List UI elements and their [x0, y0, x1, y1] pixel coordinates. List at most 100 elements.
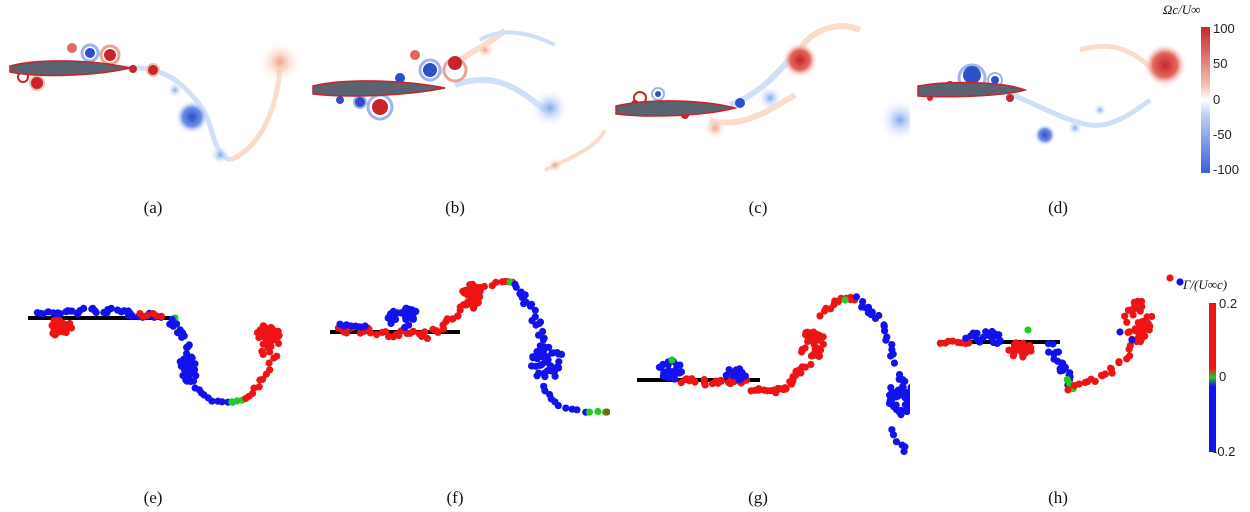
vortex-particle [741, 372, 749, 380]
circulation-colorbar [1209, 303, 1216, 452]
vortex-particle [1145, 326, 1153, 334]
vortex-particle [888, 388, 896, 396]
vortex-particle [399, 308, 407, 317]
caption-d: (d) [1048, 198, 1068, 217]
vortex-particle [402, 315, 410, 323]
vortex-particle [875, 311, 883, 320]
vortex-particle [259, 375, 267, 383]
vortex-particle [798, 348, 806, 356]
vortex-particle [781, 384, 789, 392]
vortex-particle [808, 336, 816, 344]
vortex-particle [1024, 347, 1032, 355]
vortex-particle [1166, 274, 1174, 282]
vorticity-tick-0: 0 [1213, 92, 1221, 107]
vortex-particle [881, 327, 889, 335]
vorticity-colorbar-title: Ωc/U∞ [1163, 2, 1201, 17]
vortex-particle [668, 356, 676, 364]
vortex-particle [1075, 380, 1083, 388]
vortex-particle [962, 334, 970, 342]
vortex-particle [535, 331, 543, 339]
vortex-particle [809, 350, 818, 358]
vortex-particle [554, 402, 562, 410]
vortex-particle [342, 329, 351, 337]
vortex-particle [412, 307, 420, 315]
vorticity-field-d [917, 43, 1187, 146]
vortex-particle [180, 355, 188, 363]
vortex-particle [266, 366, 274, 374]
vortex-particle [859, 298, 867, 306]
vortex-particle [529, 353, 537, 361]
vortex-particle [492, 278, 500, 286]
vortex-particle [573, 406, 581, 414]
vortex-particle [395, 332, 403, 340]
vortex-particle [143, 312, 151, 320]
vortex-particle [1101, 370, 1109, 378]
panel-e-particles [0, 270, 305, 470]
vortex-particle [889, 431, 898, 439]
vortex-particle [717, 377, 726, 385]
vortex-particle [1124, 306, 1132, 314]
vortex-particle [208, 397, 216, 405]
vortex-particle [1123, 318, 1131, 326]
vortex-particle [537, 343, 545, 351]
vorticity-field-b [312, 27, 607, 173]
vortex-particle [423, 334, 431, 342]
vortex-particle [191, 360, 199, 368]
vortex-particle [526, 302, 535, 310]
vorticity-tick-100: 100 [1213, 21, 1235, 36]
vortex-particle [534, 352, 543, 360]
panel-d-vorticity [910, 10, 1200, 180]
vortex-particle [541, 373, 549, 381]
vortex-particle [890, 359, 898, 367]
vortex-particle [1059, 366, 1067, 374]
vortex-particle [1012, 339, 1020, 347]
vortex-particle [992, 331, 1000, 340]
vortex-particle [406, 305, 414, 313]
vorticity-field-a [9, 40, 302, 165]
vortex-particle [1126, 342, 1134, 350]
vortex-particle [1138, 317, 1147, 326]
vortex-particle [50, 317, 58, 325]
vortex-particle [373, 331, 381, 339]
vortex-particle [390, 313, 398, 321]
vortex-particle [659, 360, 667, 368]
vortex-particle [551, 372, 559, 380]
vorticity-tick-minus100: -100 [1213, 162, 1240, 177]
vortex-particle [1064, 386, 1072, 394]
vortex-particle [185, 369, 193, 377]
vortex-particle [899, 376, 907, 384]
caption-h: (h) [1048, 488, 1068, 507]
vortex-particle [80, 304, 88, 312]
vorticity-tick-50: 50 [1213, 56, 1228, 71]
vortex-particle [128, 312, 136, 320]
vortex-particle [409, 327, 417, 335]
vortex-particle [51, 324, 59, 332]
vortex-particle [677, 368, 685, 376]
vortex-particle [801, 363, 809, 371]
vortex-particle [1049, 340, 1057, 348]
caption-c: (c) [748, 198, 768, 217]
vortex-particle [815, 331, 823, 339]
vortex-particle [512, 283, 520, 291]
vortex-particle [1131, 300, 1139, 308]
vortex-particle [691, 378, 699, 386]
vortex-particle [995, 338, 1003, 346]
vortex-particle [1143, 313, 1151, 321]
vortex-particle [409, 315, 417, 323]
vortex-particle [547, 367, 555, 375]
vortex-particle [1050, 350, 1058, 358]
vortex-particle [811, 343, 819, 352]
vortex-particle [405, 321, 413, 329]
vortex-particle [183, 377, 191, 385]
panel-h-particles [910, 270, 1200, 470]
vortex-particle [662, 369, 670, 377]
vortex-particle [92, 309, 100, 317]
vortex-particle [603, 408, 610, 416]
vortex-particle [433, 327, 441, 335]
vortex-particle [893, 391, 901, 399]
vortex-particle [888, 341, 896, 349]
vortex-particle [722, 371, 730, 379]
vortex-particle [476, 293, 484, 301]
vortex-particle [267, 323, 275, 332]
caption-a: (a) [143, 198, 163, 217]
